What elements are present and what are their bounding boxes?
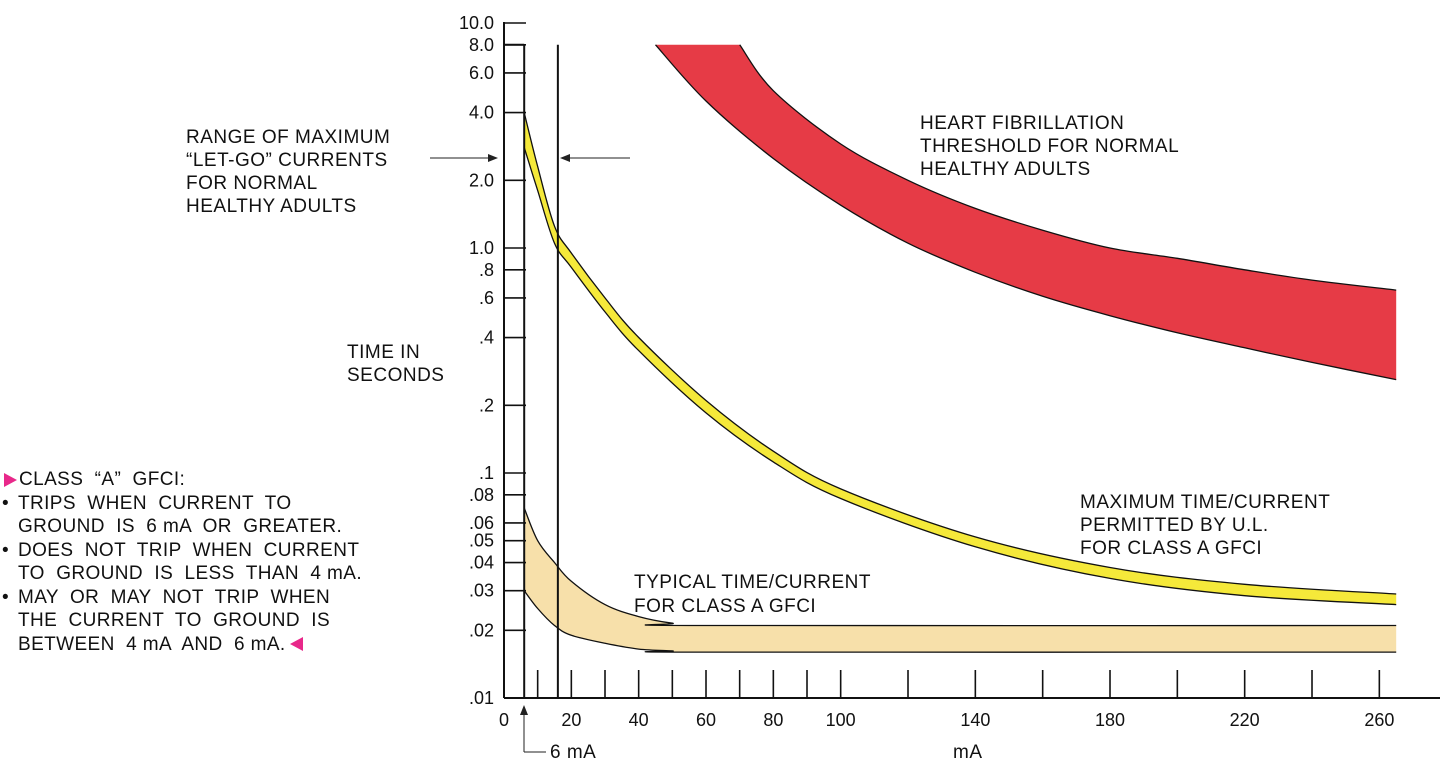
x-tick-label: 220 <box>1230 710 1260 730</box>
gfci-title-row: CLASS “A” GFCI: <box>2 468 362 492</box>
x-tick-label: 140 <box>960 710 990 730</box>
x-tick-label: 100 <box>826 710 856 730</box>
band-fill-2 <box>524 507 1397 653</box>
y-axis-label-line-2: SECONDS <box>347 365 444 386</box>
gfci-bullet-2: • DOES NOT TRIP WHEN CURRENT <box>2 539 362 563</box>
gfci-bullet-1-line-2: GROUND IS 6 mA OR GREATER. <box>18 516 343 537</box>
gfci-class-a-notes: CLASS “A” GFCI: • TRIPS WHEN CURRENT TO G… <box>2 468 362 656</box>
let-go-arrow-right-head <box>560 154 570 162</box>
heart-label-line-2: THRESHOLD FOR NORMAL <box>920 136 1179 157</box>
y-tick-label: 8.0 <box>469 35 494 55</box>
gfci-bullet-1-line-1: TRIPS WHEN CURRENT TO <box>18 492 292 514</box>
chart-axes: 10.08.06.04.02.01.0.8.6.4.2.1.08.06.05.0… <box>459 13 1440 730</box>
y-tick-label: 6.0 <box>469 63 494 83</box>
max-label-line-2: PERMITTED BY U.L. <box>1080 515 1269 536</box>
gfci-bullet-3-line-1: MAY OR MAY NOT TRIP WHEN <box>18 586 331 608</box>
band-lower-edge-0 <box>655 44 1397 381</box>
y-tick-label: .6 <box>479 288 494 308</box>
band-fill-0 <box>655 44 1397 380</box>
band-upper-edge-2 <box>523 507 1397 627</box>
gfci-bullet-2-cont: TO GROUND IS LESS THAN 4 mA. <box>2 562 362 586</box>
band-upper-edge-0 <box>739 44 1397 291</box>
y-tick-label: .03 <box>469 581 494 601</box>
six-ma-pointer-head <box>520 705 528 715</box>
pink-triangle-right-icon <box>4 472 17 487</box>
chart-bands <box>523 44 1397 653</box>
x-tick-label: 20 <box>561 710 581 730</box>
x-tick-label: 80 <box>763 710 783 730</box>
y-tick-label: .08 <box>469 485 494 505</box>
gfci-bullet-3-line-2: THE CURRENT TO GROUND IS <box>18 610 331 631</box>
gfci-bullet-3: • MAY OR MAY NOT TRIP WHEN <box>2 586 362 610</box>
heart-label-line-3: HEALTHY ADULTS <box>920 159 1091 180</box>
x-tick-label: 180 <box>1095 710 1125 730</box>
y-tick-label: 2.0 <box>469 170 494 190</box>
gfci-bullet-2-line-1: DOES NOT TRIP WHEN CURRENT <box>18 539 360 561</box>
y-tick-label: .01 <box>469 688 494 708</box>
y-tick-label: .04 <box>469 553 494 573</box>
typical-label-line-2: FOR CLASS A GFCI <box>634 596 816 617</box>
bullet-icon: • <box>2 539 10 561</box>
let-go-arrow-left-head <box>488 154 498 162</box>
max-label-line-3: FOR CLASS A GFCI <box>1080 538 1262 559</box>
y-tick-label: .05 <box>469 531 494 551</box>
let-go-label-line-3: FOR NORMAL <box>186 173 318 194</box>
let-go-label-line-4: HEALTHY ADULTS <box>186 196 357 217</box>
y-tick-label: .8 <box>479 260 494 280</box>
let-go-label-line-1: RANGE OF MAXIMUM <box>186 127 390 148</box>
gfci-title: CLASS “A” GFCI: <box>19 469 186 490</box>
max-label-line-1: MAXIMUM TIME/CURRENT <box>1080 492 1330 513</box>
y-tick-label: .1 <box>479 463 494 483</box>
six-ma-label: 6 mA <box>550 742 596 763</box>
gfci-bullet-3-cont-1: THE CURRENT TO GROUND IS <box>2 609 362 633</box>
band-upper-edge-1 <box>523 112 1397 595</box>
x-tick-label: 60 <box>696 710 716 730</box>
gfci-bullet-3-line-3: BETWEEN 4 mA AND 6 mA. <box>18 633 286 655</box>
bullet-icon: • <box>2 586 10 608</box>
pink-triangle-left-icon <box>289 637 303 652</box>
gfci-bullet-3-cont-2: BETWEEN 4 mA AND 6 mA. <box>2 633 362 657</box>
y-tick-label: .4 <box>479 328 494 348</box>
chart-annotations: RANGE OF MAXIMUM “LET-GO” CURRENTS FOR N… <box>186 113 1330 763</box>
gfci-bullet-2-line-2: TO GROUND IS LESS THAN 4 mA. <box>18 563 363 584</box>
x-tick-label: 0 <box>499 710 509 730</box>
x-tick-label: 40 <box>629 710 649 730</box>
y-axis-label-line-1: TIME IN <box>347 342 420 363</box>
y-tick-label: 4.0 <box>469 103 494 123</box>
x-tick-label: 260 <box>1364 710 1394 730</box>
band-lower-edge-2 <box>523 590 1397 653</box>
let-go-label-line-2: “LET-GO” CURRENTS <box>186 150 388 171</box>
typical-label-line-1: TYPICAL TIME/CURRENT <box>634 572 871 593</box>
heart-label-line-1: HEART FIBRILLATION <box>920 113 1124 134</box>
band-lower-edge-1 <box>523 147 1397 606</box>
x-axis-label: mA <box>953 742 983 763</box>
y-tick-label: 10.0 <box>459 13 494 33</box>
y-tick-label: .02 <box>469 620 494 640</box>
gfci-bullet-1-cont: GROUND IS 6 mA OR GREATER. <box>2 515 362 539</box>
y-tick-label: .06 <box>469 513 494 533</box>
gfci-bullet-1: • TRIPS WHEN CURRENT TO <box>2 492 362 516</box>
y-tick-label: .2 <box>479 395 494 415</box>
y-tick-label: 1.0 <box>469 238 494 258</box>
bullet-icon: • <box>2 492 10 514</box>
